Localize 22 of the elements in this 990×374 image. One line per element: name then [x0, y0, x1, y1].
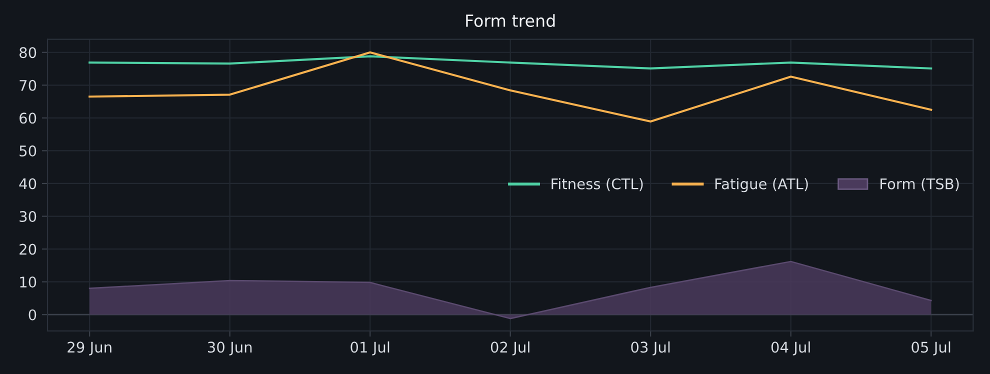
x-tick-label: 30 Jun — [208, 342, 252, 356]
line-series — [88, 55, 932, 70]
y-tick-label: 60 — [20, 112, 36, 124]
y-tick-label: 10 — [20, 276, 36, 288]
legend-label: Fitness (CTL) — [552, 178, 643, 192]
x-tick-label: 05 Jul — [912, 341, 950, 356]
x-tick-label: 02 Jul — [490, 341, 530, 356]
y-tick-label: 0 — [28, 309, 36, 320]
x-tick-label: 29 Jun — [68, 342, 112, 356]
y-tick-label: 80 — [20, 47, 36, 58]
y-tick-label: 50 — [20, 145, 36, 156]
x-tick-label: 03 Jul — [631, 341, 670, 356]
chart-title: Form trend — [466, 14, 555, 28]
x-tick-label: 01 Jul — [350, 341, 390, 356]
line-series — [88, 51, 932, 123]
legend-label: Fatigue (ATL) — [715, 178, 808, 192]
legend-label: Form (TSB) — [880, 178, 959, 192]
x-tick-label: 04 Jul — [771, 341, 810, 356]
y-tick-label: 20 — [20, 244, 36, 255]
y-tick-label: 30 — [20, 210, 36, 222]
y-tick-label: 70 — [20, 80, 36, 91]
y-tick-label: 40 — [19, 178, 36, 190]
